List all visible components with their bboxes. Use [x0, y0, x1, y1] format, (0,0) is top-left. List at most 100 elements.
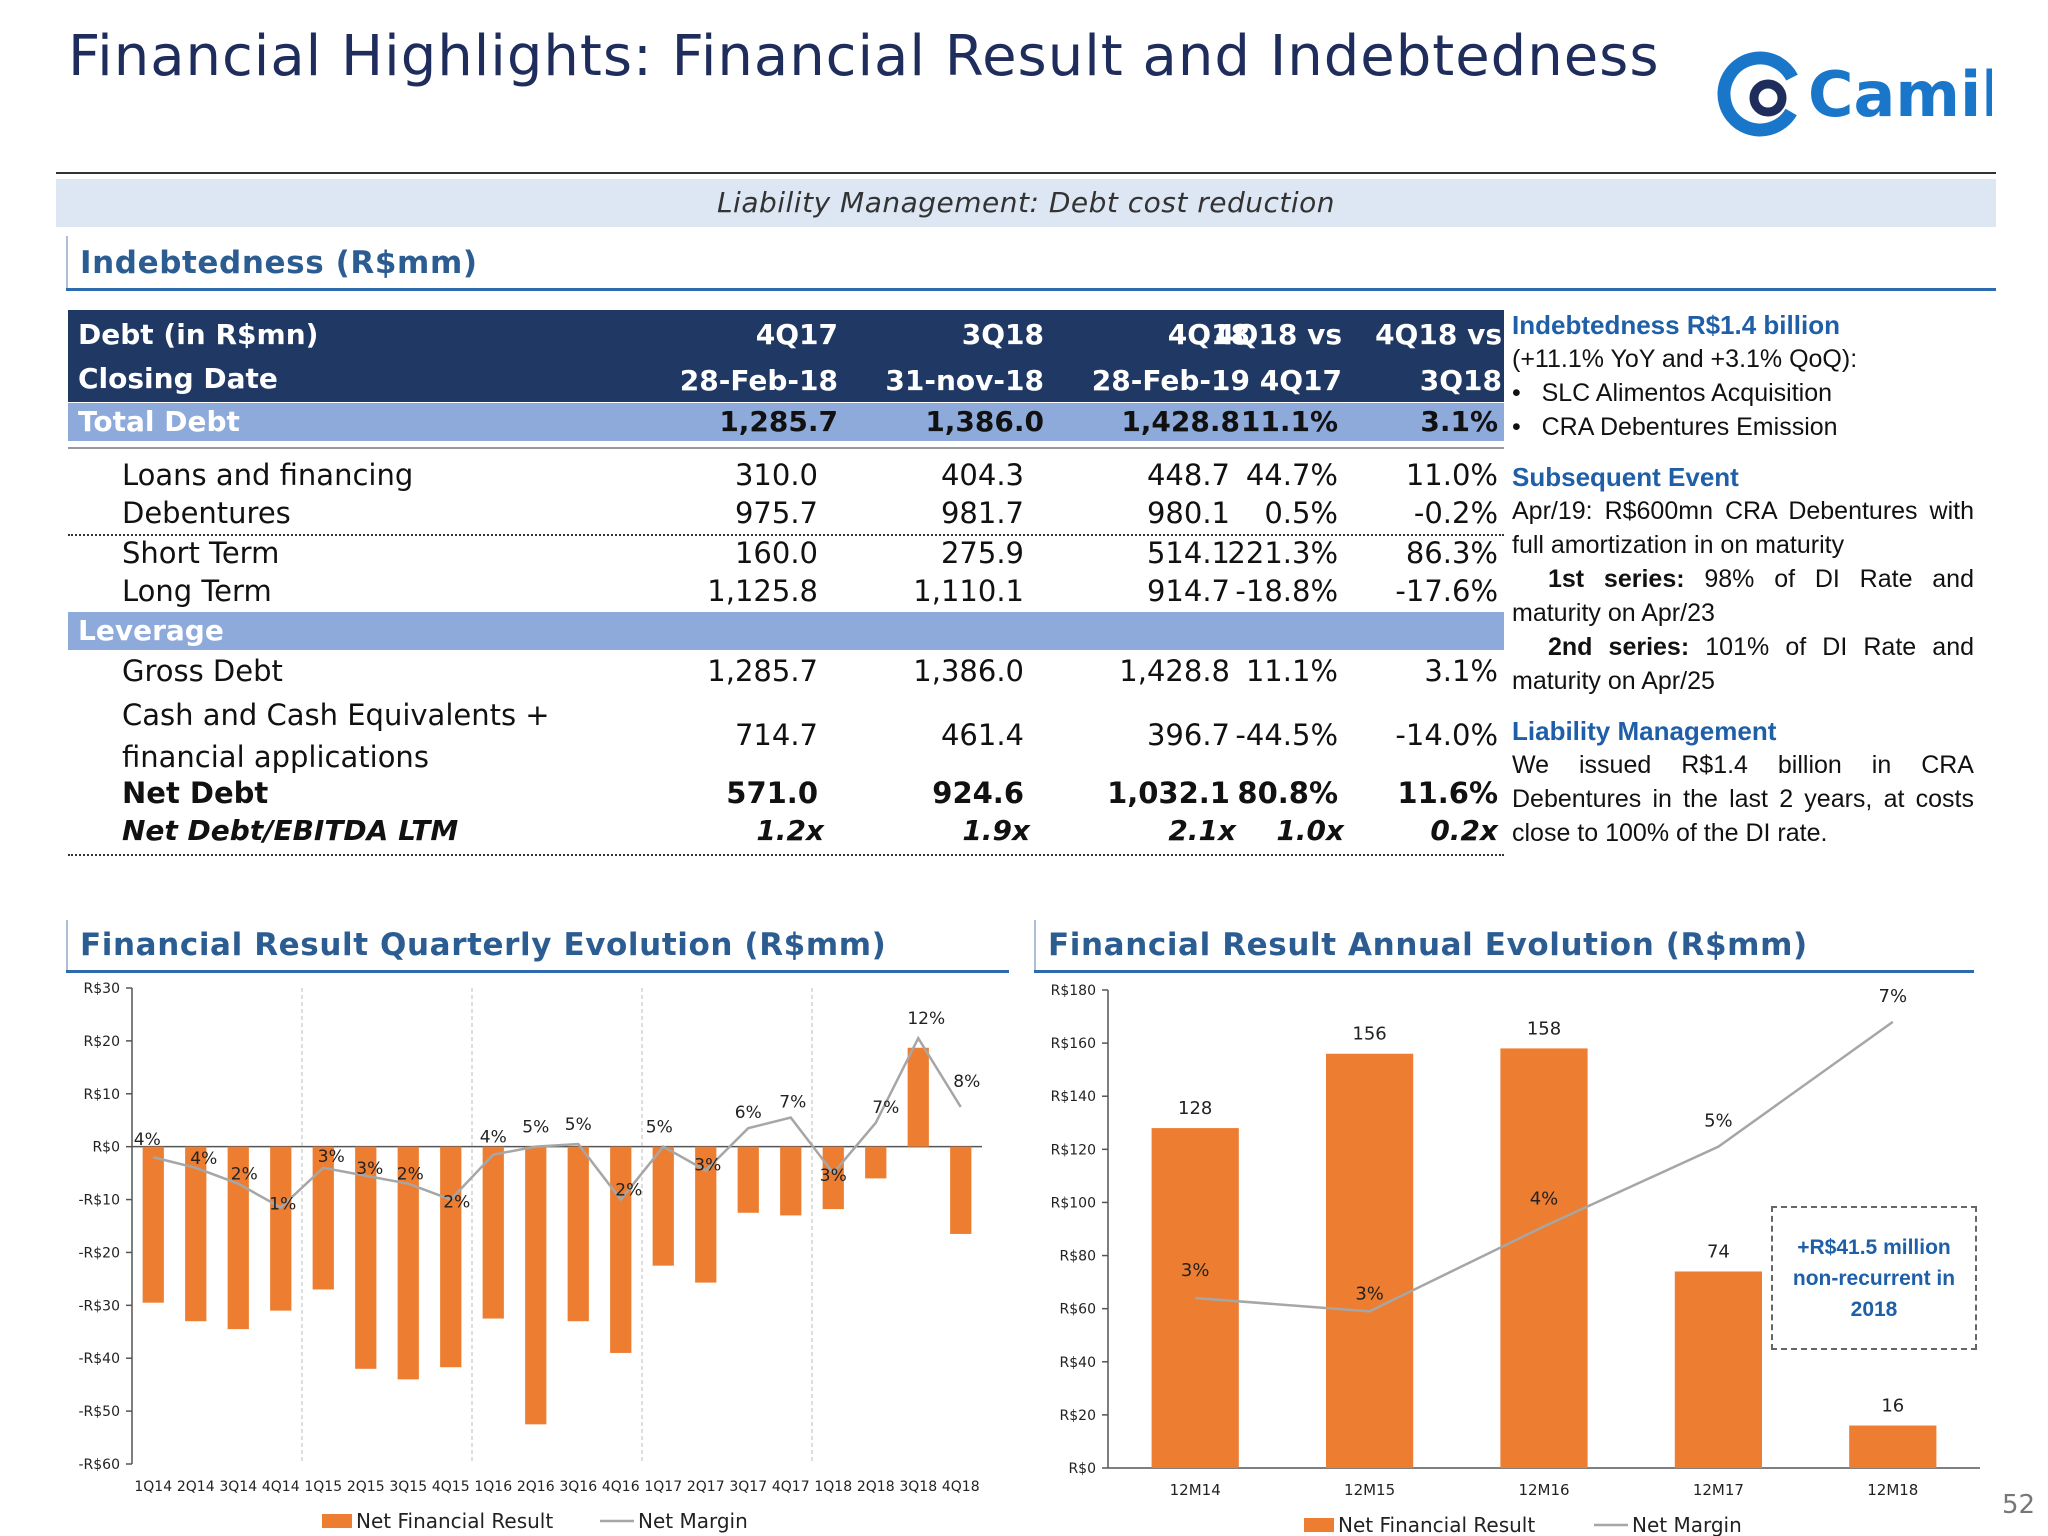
cell: 275.9 [940, 536, 1024, 570]
cell: 11.1% [1245, 654, 1338, 688]
y-tick-label: -R$60 [78, 1457, 120, 1473]
cell: 1.9x [962, 814, 1030, 847]
x-tick-label: 3Q14 [219, 1479, 257, 1495]
cell: 0.5% [1264, 496, 1338, 530]
header-col-vs4q17: 4Q18 vs [1215, 318, 1342, 351]
bar [1674, 1271, 1762, 1468]
y-tick-label: -R$30 [78, 1298, 120, 1314]
cell: 160.0 [734, 536, 818, 570]
net-margin-label: 3% [1355, 1283, 1384, 1304]
series-1-text: 98% of DI Rate and maturity on Apr/23 [1512, 565, 1974, 627]
table-row: Cash and Cash Equivalents + financial ap… [68, 696, 1504, 776]
legend-label: Net Financial Result [356, 1509, 553, 1533]
y-tick-label: R$0 [1068, 1461, 1096, 1477]
row-label: Short Term [122, 536, 280, 570]
bar [525, 1146, 547, 1425]
cell: 914.7 [1146, 574, 1230, 608]
cell: 3.1% [1424, 654, 1498, 688]
y-tick-label: -R$50 [78, 1404, 120, 1420]
x-tick-label: 2Q18 [857, 1479, 895, 1495]
cell: 975.7 [734, 496, 818, 530]
bar [227, 1146, 249, 1330]
bar [822, 1146, 844, 1210]
x-tick-label: 3Q16 [559, 1479, 597, 1495]
row-label: Loans and financing [122, 458, 414, 492]
row-label: Gross Debt [122, 654, 283, 688]
net-margin-label: 3% [318, 1147, 345, 1167]
cell: 86.3% [1405, 536, 1498, 570]
cell: 461.4 [940, 718, 1024, 752]
x-tick-label: 3Q18 [899, 1479, 937, 1495]
x-tick-label: 1Q15 [304, 1479, 342, 1495]
cell: -18.8% [1235, 574, 1338, 608]
net-margin-label: 3% [356, 1159, 383, 1179]
legend-label: Net Margin [638, 1509, 748, 1533]
y-tick-label: -R$20 [78, 1245, 120, 1261]
annual-heading-line [1034, 970, 1974, 973]
net-margin-label: 3% [1181, 1260, 1210, 1281]
net-margin-label: 8% [953, 1072, 980, 1092]
note-text: +R$41.5 million non-recurrent in 2018 [1792, 1235, 1956, 1321]
cell: 924.6 [932, 776, 1024, 810]
cell: 1.2x [756, 814, 824, 847]
net-margin-label: 2% [443, 1193, 470, 1213]
bar [780, 1146, 802, 1216]
row-label: Long Term [122, 574, 272, 608]
y-tick-label: R$40 [1060, 1355, 1096, 1371]
non-recurrent-note: +R$41.5 million non-recurrent in 2018 [1771, 1206, 1977, 1350]
header-vs-3q18: 3Q18 [1419, 364, 1502, 397]
bar [142, 1146, 164, 1303]
x-tick-label: 12M16 [1518, 1481, 1569, 1499]
quarterly-heading: Financial Result Quarterly Evolution (R$… [66, 920, 886, 970]
side-commentary: Indebtedness R$1.4 billion (+11.1% YoY a… [1512, 308, 1974, 850]
page-title: Financial Highlights: Financial Result a… [68, 24, 1660, 89]
table-row: Long Term 1,125.8 1,110.1 914.7 -18.8% -… [68, 574, 1504, 612]
bar-value-label: 156 [1352, 1024, 1386, 1045]
x-tick-label: 4Q15 [432, 1479, 470, 1495]
net-margin-label: 5% [522, 1118, 549, 1138]
quarterly-chart: -R$60 -R$50 -R$40 -R$30 -R$20 -R$10 R$0 R$10 R$2… [78, 981, 982, 1533]
header-col-4q17: 4Q17 [755, 318, 838, 351]
annual-chart: R$0 R$20 R$40 R$60 R$80 R$100 R$120 R$140 R$160 R… [1051, 983, 1980, 1536]
y-tick-label: -R$10 [78, 1193, 120, 1209]
bar-value-label: 74 [1707, 1241, 1730, 1262]
table-row: Short Term 160.0 275.9 514.1 221.3% 86.3… [68, 536, 1504, 574]
side-subtitle: (+11.1% YoY and +3.1% QoQ): [1512, 345, 1858, 373]
net-margin-label: 5% [1704, 1111, 1733, 1132]
x-tick-label: 12M17 [1693, 1481, 1744, 1499]
y-tick-label: R$120 [1051, 1142, 1096, 1158]
row-label: Leverage [78, 614, 224, 647]
cell: 11.1% [1240, 405, 1338, 438]
net-margin-label: 2% [397, 1165, 424, 1185]
indebtedness-heading-line [66, 288, 1996, 291]
bar [907, 1047, 929, 1147]
table-row: Gross Debt 1,285.7 1,386.0 1,428.8 11.1%… [68, 654, 1504, 692]
cell: 714.7 [734, 718, 818, 752]
cell: 3.1% [1420, 405, 1498, 438]
bar [397, 1146, 419, 1380]
header-date-4q17: 28-Feb-18 [679, 364, 838, 397]
x-tick-label: 12M15 [1344, 1481, 1395, 1499]
table-row: Loans and financing 310.0 404.3 448.7 44… [68, 458, 1504, 496]
net-margin-label: 4% [1530, 1188, 1559, 1209]
cell: 1,285.7 [719, 405, 838, 438]
x-tick-label: 12M14 [1170, 1481, 1221, 1499]
bar [1849, 1425, 1937, 1468]
net-margin-label: 1% [269, 1194, 296, 1214]
y-tick-label: R$10 [84, 1087, 120, 1103]
x-tick-label: 1Q18 [814, 1479, 852, 1495]
x-tick-label: 1Q14 [134, 1479, 172, 1495]
y-tick-label: R$160 [1051, 1036, 1096, 1052]
cell: 1,285.7 [707, 654, 818, 688]
header-date-3q18: 31-nov-18 [885, 364, 1044, 397]
bullet-text: CRA Debentures Emission [1541, 413, 1838, 441]
bar [1500, 1048, 1588, 1468]
bar-value-label: 128 [1178, 1098, 1212, 1119]
series-2-label: 2nd series: [1548, 633, 1690, 661]
row-label-2: financial applications [122, 740, 429, 774]
cell: 1,386.0 [925, 405, 1044, 438]
cell: 1,125.8 [707, 574, 818, 608]
logo-text: Camil [1808, 58, 1992, 131]
bullet-text: SLC Alimentos Acquisition [1541, 379, 1833, 407]
cell: 1,428.8 [1121, 405, 1240, 438]
